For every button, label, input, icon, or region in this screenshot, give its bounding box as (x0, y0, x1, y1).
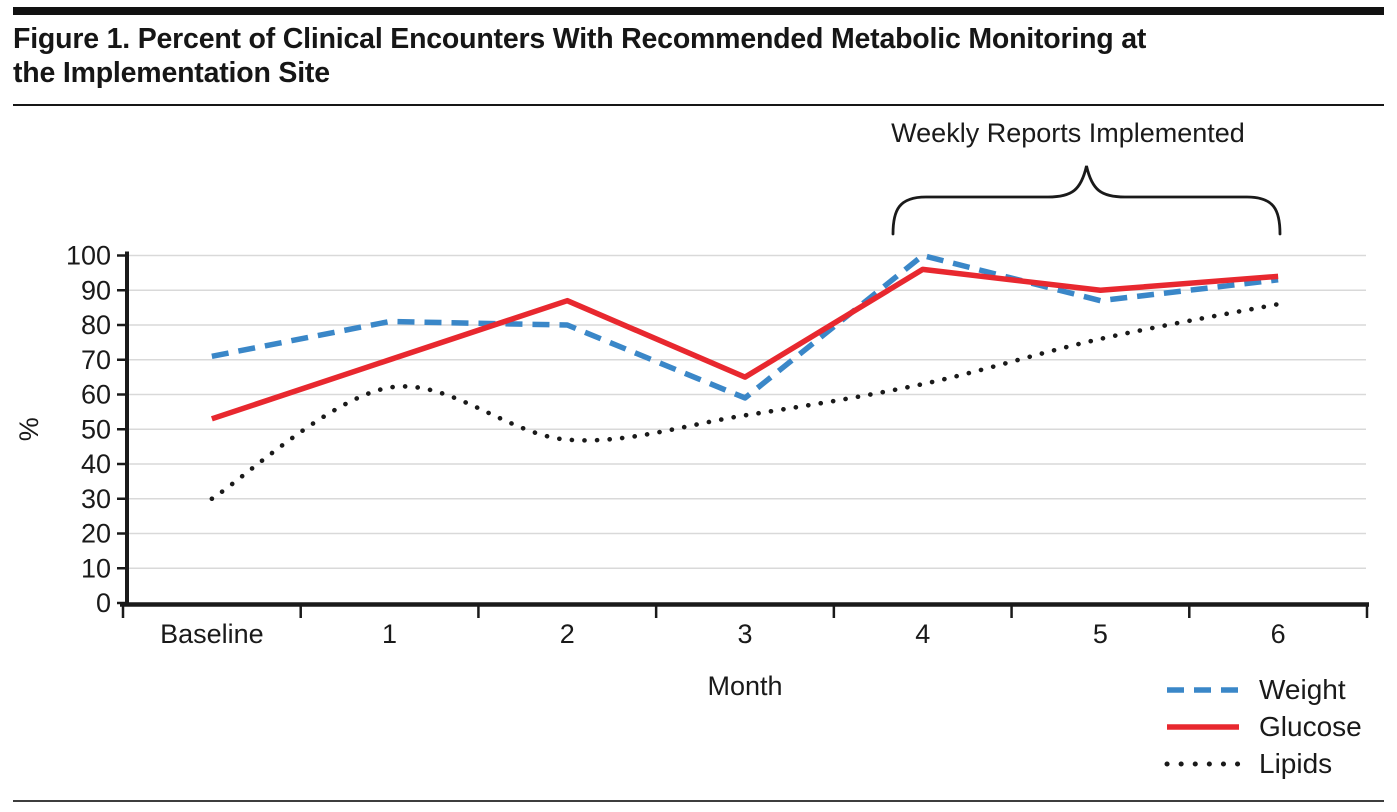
x-tick-label: 5 (1093, 619, 1108, 649)
x-axis-title: Month (707, 671, 782, 701)
glucose-solid-line-icon (1167, 723, 1239, 730)
x-tick-labels: Baseline 1 2 3 4 5 6 (160, 619, 1286, 649)
series-line-weight (211, 252, 1279, 401)
y-tick-label: 40 (81, 449, 111, 479)
y-tick-label: 10 (81, 553, 111, 583)
x-tick-label: 4 (915, 619, 930, 649)
y-tick-label: 30 (81, 484, 111, 514)
x-tick-label: Baseline (160, 619, 264, 649)
y-tick-label: 0 (96, 588, 111, 618)
weight-dashed-line-icon (1167, 686, 1239, 693)
series-line-glucose (210, 266, 1279, 422)
title-underline (13, 104, 1384, 106)
lipids-dotted-line-icon (1164, 761, 1242, 766)
y-tick-label: 20 (81, 519, 111, 549)
axes (117, 251, 1369, 618)
figure-title: Figure 1. Percent of Clinical Encounters… (13, 22, 1146, 90)
legend-item-glucose: Glucose (1164, 708, 1362, 745)
legend-item-lipids: Lipids (1164, 745, 1362, 782)
legend-label-lipids: Lipids (1259, 747, 1333, 779)
legend-label-weight: Weight (1259, 673, 1346, 705)
figure-title-line2: the Implementation Site (13, 57, 330, 89)
annotation-brace (891, 165, 1282, 236)
y-tick-labels: 0 10 20 30 40 50 60 70 80 90 100 (66, 241, 111, 619)
y-tick-label: 90 (81, 275, 111, 305)
figure-bottom-rule (13, 800, 1384, 802)
y-tick-label: 80 (81, 310, 111, 340)
x-tick-label: 1 (382, 619, 397, 649)
series-line-lipids (209, 301, 1281, 502)
legend-label-glucose: Glucose (1259, 710, 1362, 742)
y-axis-title: % (14, 417, 44, 441)
x-tick-label: 2 (560, 619, 575, 649)
y-gridlines (129, 254, 1366, 569)
y-tick-label: 60 (81, 380, 111, 410)
x-tick-label: 3 (737, 619, 752, 649)
figure-title-line1: Figure 1. Percent of Clinical Encounters… (13, 23, 1147, 55)
annotation-label: Weekly Reports Implemented (891, 118, 1245, 148)
chart-legend: Weight Glucose Lipids (1164, 671, 1362, 782)
y-tick-label: 50 (81, 414, 111, 444)
figure-top-bar (13, 7, 1384, 15)
legend-item-weight: Weight (1164, 671, 1362, 708)
y-tick-label: 100 (66, 241, 111, 271)
y-tick-label: 70 (81, 345, 111, 375)
x-tick-label: 6 (1271, 619, 1286, 649)
